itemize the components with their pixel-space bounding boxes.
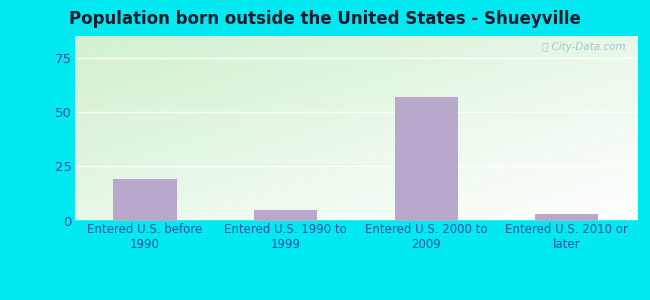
Bar bbox=[254, 210, 317, 220]
Text: Population born outside the United States - Shueyville: Population born outside the United State… bbox=[69, 11, 581, 28]
Bar bbox=[395, 97, 458, 220]
Bar bbox=[113, 179, 177, 220]
Bar bbox=[535, 214, 599, 220]
Text: Ⓢ City-Data.com: Ⓢ City-Data.com bbox=[542, 41, 626, 52]
